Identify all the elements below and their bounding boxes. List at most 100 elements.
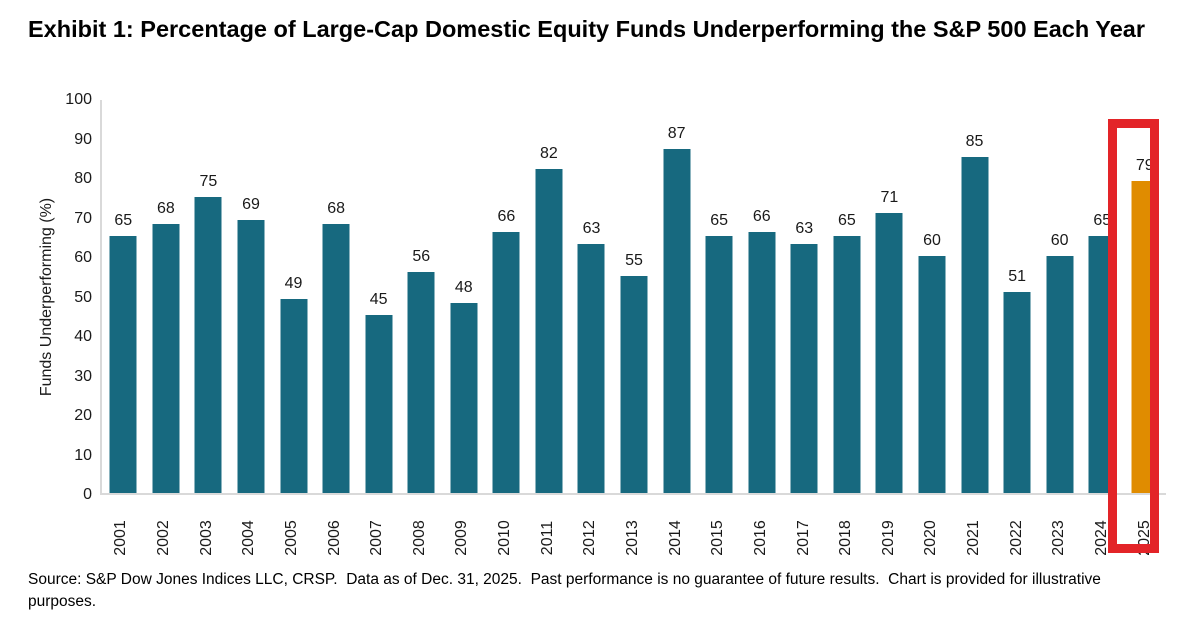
x-label-2016: 2016 (751, 520, 769, 556)
x-label-cell-2002: 2002 (143, 499, 186, 561)
x-label-cell-2019: 2019 (868, 499, 911, 561)
bar-cell-2023: 60 (1038, 100, 1081, 493)
x-label-cell-2020: 2020 (910, 499, 953, 561)
bar-2009 (450, 303, 478, 493)
bar-cell-2019: 71 (868, 100, 911, 493)
bar-2014 (663, 149, 691, 493)
bar-2023 (1046, 256, 1074, 493)
x-label-2009: 2009 (453, 520, 471, 556)
x-label-2013: 2013 (624, 520, 641, 556)
y-tick-label: 10 (74, 446, 92, 464)
x-label-2005: 2005 (282, 520, 300, 556)
bar-cell-2007: 45 (357, 100, 400, 493)
bar-value-2013: 55 (625, 252, 643, 269)
bar-cell-2002: 68 (145, 100, 188, 493)
x-label-cell-2015: 2015 (697, 499, 740, 561)
y-tick-label: 70 (74, 209, 92, 227)
bar-cell-2001: 65 (102, 100, 145, 493)
bar-value-2001: 65 (114, 212, 133, 229)
bar-2010 (492, 232, 520, 493)
bar-value-2002: 68 (156, 200, 175, 217)
x-label-2012: 2012 (581, 520, 599, 556)
source-note: Source: S&P Dow Jones Indices LLC, CRSP.… (28, 571, 1106, 610)
bar-value-2022: 51 (1008, 268, 1026, 285)
bar-value-2004: 69 (242, 196, 260, 213)
bar-2020 (918, 256, 946, 493)
bar-2015 (705, 236, 733, 493)
x-label-2011: 2011 (538, 520, 556, 556)
bar-value-2016: 66 (752, 208, 771, 225)
bar-cell-2022: 51 (996, 100, 1039, 493)
bar-2007 (365, 315, 393, 493)
bar-cell-2013: 55 (613, 100, 656, 493)
bar-value-2017: 63 (795, 220, 814, 237)
x-label-cell-2001: 2001 (100, 499, 143, 561)
x-label-2002: 2002 (154, 520, 172, 556)
y-tick-label: 0 (83, 486, 92, 503)
x-label-2010: 2010 (496, 520, 514, 556)
bar-value-2008: 56 (412, 248, 431, 265)
x-label-cell-2010: 2010 (484, 499, 527, 561)
x-label-2018: 2018 (837, 520, 855, 556)
x-label-2015: 2015 (709, 520, 727, 556)
y-tick-label: 100 (65, 91, 92, 108)
chart-title: Exhibit 1: Percentage of Large-Cap Domes… (28, 16, 1145, 42)
bar-cell-2016: 66 (740, 100, 783, 493)
x-label-2006: 2006 (325, 520, 343, 556)
bar-2017 (790, 244, 818, 493)
y-tick-label: 80 (74, 170, 92, 187)
y-tick-label: 90 (74, 130, 92, 148)
bar-value-2011: 82 (540, 145, 558, 162)
y-tick-label: 30 (74, 367, 92, 385)
x-label-cell-2021: 2021 (953, 499, 996, 561)
x-label-2014: 2014 (666, 520, 684, 556)
x-label-2022: 2022 (1007, 520, 1025, 556)
highlight-box-2025 (1108, 119, 1159, 553)
y-tick-label: 20 (74, 407, 92, 424)
x-label-cell-2022: 2022 (995, 499, 1038, 561)
bar-cell-2014: 87 (655, 100, 698, 493)
x-label-2008: 2008 (410, 520, 428, 556)
bar-2004 (237, 220, 265, 493)
bar-cell-2005: 49 (272, 100, 315, 493)
x-label-2001: 2001 (112, 520, 130, 556)
bar-cell-2003: 75 (187, 100, 230, 493)
x-label-cell-2007: 2007 (356, 499, 399, 561)
bar-value-2010: 66 (497, 208, 516, 225)
x-label-cell-2005: 2005 (271, 499, 314, 561)
y-tick-label: 50 (74, 288, 92, 306)
x-label-2021: 2021 (965, 520, 983, 556)
y-axis-ticks: 0 10 20 30 40 50 60 70 80 90 100 (30, 91, 92, 503)
x-label-cell-2003: 2003 (185, 499, 228, 561)
bar-cell-2012: 63 (570, 100, 613, 493)
bar-value-2009: 48 (454, 279, 473, 296)
bar-2011 (535, 169, 563, 493)
x-label-cell-2016: 2016 (740, 499, 783, 561)
x-label-cell-2023: 2023 (1038, 499, 1081, 561)
y-tick-label: 40 (74, 328, 92, 345)
bar-2002 (152, 224, 180, 493)
bar-cell-2020: 60 (911, 100, 954, 493)
bar-2019 (875, 213, 903, 493)
x-label-cell-2012: 2012 (569, 499, 612, 561)
bar-value-2019: 71 (880, 189, 899, 206)
bar-2022 (1003, 292, 1031, 493)
bar-2005 (280, 299, 308, 493)
x-label-2003: 2003 (197, 520, 215, 556)
bar-value-2018: 65 (837, 212, 856, 229)
bar-2008 (407, 272, 435, 493)
x-label-2017: 2017 (794, 520, 812, 556)
bar-value-2025: 79 (1135, 157, 1154, 174)
x-axis-labels: 2001 2002 2003 2004 2005 2006 2007 2008 2009 2010… (100, 499, 1166, 561)
bar-cell-2006: 68 (315, 100, 358, 493)
bar-cell-2009: 48 (443, 100, 486, 493)
x-label-2007: 2007 (368, 520, 386, 556)
bar-value-2021: 85 (965, 133, 984, 150)
bar-value-2023: 60 (1050, 232, 1069, 249)
x-label-2020: 2020 (922, 520, 940, 556)
bar-value-2015: 65 (710, 212, 729, 229)
bar-2006 (322, 224, 350, 493)
bar-value-2005: 49 (284, 275, 303, 292)
x-label-cell-2013: 2013 (612, 499, 655, 561)
